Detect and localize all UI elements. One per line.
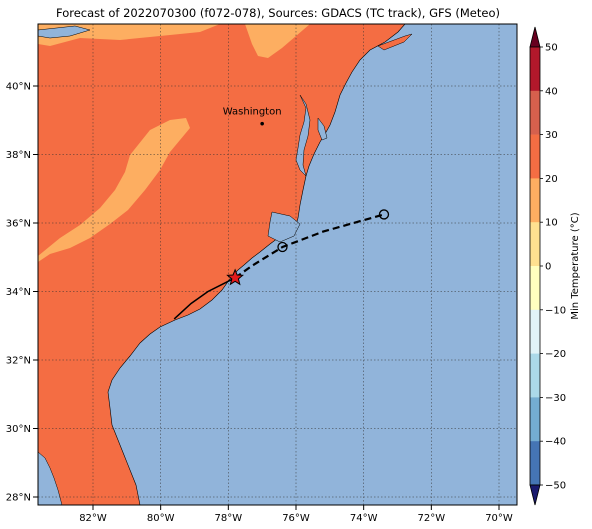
chart-title: Forecast of 2022070300 (f072-078), Sourc… <box>56 6 500 20</box>
lat-tick-label: 38°N <box>6 150 31 161</box>
lon-tick-label: 72°W <box>418 513 446 524</box>
lat-tick-label: 30°N <box>6 424 31 435</box>
forecast-position-marker <box>277 241 288 253</box>
lat-tick-label: 40°N <box>6 82 31 93</box>
colorbar-tick-label: 20 <box>545 174 558 185</box>
longitude-ticks: 82°W 80°W 78°W 76°W 74°W 72°W 70°W <box>79 505 513 524</box>
colorbar-tick-label: −20 <box>545 349 566 360</box>
lon-tick-label: 74°W <box>350 513 378 524</box>
colorbar-segment <box>530 134 540 179</box>
water-great-lakes <box>38 25 91 39</box>
lat-tick-label: 36°N <box>6 219 31 230</box>
lat-tick-label: 32°N <box>6 356 31 367</box>
current-position-star <box>226 268 244 286</box>
washington-dot <box>260 121 264 126</box>
colorbar-segment <box>530 309 540 354</box>
colorbar-label: Min Temperature (°C) <box>570 212 581 319</box>
cool-patch-ne <box>245 24 310 58</box>
lon-tick-label: 70°W <box>485 513 513 524</box>
colorbar-segment <box>530 47 540 92</box>
map-frame <box>37 23 518 506</box>
colorbar: 50 40 30 20 10 0 −10 −20 −30 −40 −50 <box>529 26 566 506</box>
colorbar-segment <box>530 90 540 135</box>
colorbar-segment <box>530 397 540 442</box>
coastline <box>107 24 406 505</box>
colorbar-tick-label: −50 <box>545 481 566 492</box>
forecast-position-marker <box>378 209 390 220</box>
colorbar-tick-label: −30 <box>545 393 566 404</box>
colorbar-tick-label: 0 <box>545 262 551 273</box>
colorbar-tick-label: 40 <box>545 86 558 97</box>
track-observed <box>173 277 236 320</box>
colorbar-segment <box>530 178 540 223</box>
lon-tick-label: 82°W <box>79 513 107 524</box>
colorbar-tick-label: −10 <box>545 305 566 316</box>
lon-tick-label: 78°W <box>215 513 243 524</box>
land-mass <box>38 24 405 505</box>
colorbar-extend-top <box>529 26 541 48</box>
map-area <box>38 24 517 505</box>
lon-tick-label: 80°W <box>147 513 175 524</box>
colorbar-tick-label: 10 <box>545 218 558 229</box>
latitude-ticks: 40°N 38°N 36°N 34°N 32°N 30°N 28°N <box>6 82 38 504</box>
pamlico-sound <box>267 211 301 243</box>
delaware-bay <box>317 117 328 141</box>
colorbar-tick-label: −40 <box>545 437 566 448</box>
lat-tick-label: 28°N <box>6 493 31 504</box>
colorbar-segment <box>530 222 540 267</box>
chesapeake-bay <box>295 94 311 177</box>
colorbar-tick-label: 50 <box>545 43 558 54</box>
gridlines <box>38 24 517 505</box>
long-island <box>377 33 413 51</box>
lon-tick-label: 76°W <box>282 513 310 524</box>
colorbar-segment <box>530 441 540 486</box>
colorbar-segment <box>530 266 540 311</box>
colorbar-extend-bottom <box>529 484 541 506</box>
colorbar-tick-label: 30 <box>545 130 558 141</box>
colorbar-segment <box>530 353 540 398</box>
cool-band-ridge <box>38 118 190 262</box>
track-forecast <box>234 213 385 279</box>
gulf-of-mexico <box>38 451 63 505</box>
city-label-washington: Washington <box>223 107 282 118</box>
lat-tick-label: 34°N <box>6 287 31 298</box>
